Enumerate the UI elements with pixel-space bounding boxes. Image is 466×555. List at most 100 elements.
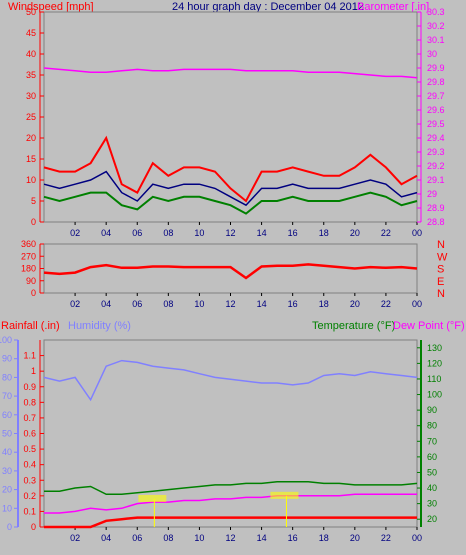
barometer-tick-label: 30 <box>427 49 437 59</box>
temperature-tick-label: 90 <box>427 405 437 415</box>
rain-tick-label: 0.9 <box>23 382 36 392</box>
windspeed-axis-title: Windspeed [mph] <box>8 1 94 13</box>
humidity-tick-label: 30 <box>2 466 12 476</box>
wind-y-tick-label: 30 <box>26 91 36 101</box>
wind-y-tick-label: 20 <box>26 133 36 143</box>
temperature-tick-label: 80 <box>427 421 437 431</box>
barometer-tick-label: 29.8 <box>427 77 445 87</box>
humidity-tick-label: 20 <box>2 485 12 495</box>
direction-y-tick-label: 270 <box>21 251 36 261</box>
compass-label: S <box>437 264 444 276</box>
rain-tick-label: 1.1 <box>23 351 36 361</box>
wind-y-tick-label: 15 <box>26 154 36 164</box>
direction-y-tick-label: 180 <box>21 264 36 274</box>
rain-tick-label: 0.7 <box>23 413 36 423</box>
wind-y-tick-label: 50 <box>26 7 36 17</box>
x-tick-label: 12 <box>225 228 235 238</box>
barometer-axis-title: Barometer [.in] <box>357 1 429 13</box>
temperature-tick-label: 60 <box>427 452 437 462</box>
x-tick-label: 18 <box>319 533 329 543</box>
wind-y-tick-label: 5 <box>31 196 36 206</box>
x-tick-label: 06 <box>132 533 142 543</box>
barometer-tick-label: 29.4 <box>427 133 445 143</box>
barometer-tick-label: 29 <box>427 189 437 199</box>
temperature-tick-label: 30 <box>427 499 437 509</box>
temperature-tick-label: 100 <box>427 390 442 400</box>
barometer-tick-label: 29.1 <box>427 175 445 185</box>
x-tick-label: 18 <box>319 228 329 238</box>
barometer-line <box>43 67 418 79</box>
humidity-tick-label: 80 <box>2 372 12 382</box>
x-tick-label: 16 <box>288 533 298 543</box>
x-tick-label: 16 <box>288 228 298 238</box>
x-tick-label: 00 <box>412 228 422 238</box>
compass-label: N <box>437 239 445 251</box>
x-tick-label: 12 <box>225 299 235 309</box>
humidity-tick-label: 90 <box>2 354 12 364</box>
wind-y-tick-label: 45 <box>26 28 36 38</box>
x-tick-label: 14 <box>257 533 267 543</box>
direction-y-tick-label: 90 <box>26 276 36 286</box>
min-marker-label <box>138 494 167 502</box>
wind-y-tick-label: 10 <box>26 175 36 185</box>
wind-y-tick-label: 25 <box>26 112 36 122</box>
x-tick-label: 20 <box>350 533 360 543</box>
temperature-tick-label: 110 <box>427 374 441 384</box>
barometer-tick-label: 29.6 <box>427 105 445 115</box>
x-tick-label: 04 <box>101 299 111 309</box>
compass-label: W <box>437 251 448 263</box>
temperature-tick-label: 70 <box>427 436 437 446</box>
x-tick-label: 22 <box>381 228 391 238</box>
x-tick-label: 06 <box>132 228 142 238</box>
x-tick-label: 22 <box>381 299 391 309</box>
wind-y-tick-label: 35 <box>26 70 36 80</box>
humidity-tick-label: 70 <box>2 391 12 401</box>
rain-tick-label: 0.3 <box>23 475 36 485</box>
x-tick-label: 08 <box>163 533 173 543</box>
rain-tick-label: 0.8 <box>23 397 36 407</box>
temperature-tick-label: 130 <box>427 343 442 353</box>
x-tick-label: 12 <box>225 533 235 543</box>
x-tick-label: 14 <box>257 228 267 238</box>
temperature-line <box>44 481 418 496</box>
x-tick-label: 08 <box>163 228 173 238</box>
rain-tick-label: 0.4 <box>23 460 36 470</box>
x-tick-label: 16 <box>288 299 298 309</box>
temperature-axis-title: Temperature (°F) <box>312 320 395 332</box>
x-tick-label: 06 <box>132 299 142 309</box>
rainfall-axis-title: Rainfall (.in) <box>1 320 60 332</box>
rain-tick-label: 0.6 <box>23 429 36 439</box>
barometer-tick-label: 30.1 <box>427 35 445 45</box>
barometer-tick-label: 29.2 <box>427 161 445 171</box>
rain-tick-label: 0.5 <box>23 444 36 454</box>
humidity-axis-title: Humidity (%) <box>68 320 131 332</box>
x-tick-label: 10 <box>194 299 204 309</box>
direction-y-tick-label: 360 <box>21 239 36 249</box>
rain-tick-label: 1 <box>31 366 36 376</box>
wind-direction-line <box>43 263 418 280</box>
max-marker-label <box>270 491 299 499</box>
humidity-tick-label: 100 <box>0 335 12 345</box>
barometer-tick-label: 30.2 <box>427 21 445 31</box>
rain-tick-label: 0.1 <box>23 506 36 516</box>
barometer-tick-label: 29.7 <box>427 91 445 101</box>
humidity-line <box>43 359 418 402</box>
graph-title: 24 hour graph day : December 04 2012 <box>172 1 364 13</box>
x-tick-label: 00 <box>412 299 422 309</box>
barometer-tick-label: 29.3 <box>427 147 445 157</box>
humidity-tick-label: 0 <box>7 522 12 532</box>
wind-average-line <box>43 170 418 207</box>
temperature-tick-label: 20 <box>427 514 437 524</box>
compass-label: N <box>437 288 445 300</box>
x-tick-label: 22 <box>381 533 391 543</box>
x-tick-label: 08 <box>163 299 173 309</box>
x-tick-label: 18 <box>319 299 329 309</box>
x-tick-label: 20 <box>350 299 360 309</box>
x-tick-label: 00 <box>412 533 422 543</box>
x-tick-label: 04 <box>101 228 111 238</box>
barometer-tick-label: 29.9 <box>427 63 445 73</box>
x-tick-label: 02 <box>70 228 80 238</box>
direction-y-tick-label: 0 <box>31 288 36 298</box>
x-tick-label: 10 <box>194 228 204 238</box>
windspeed-line <box>43 135 418 203</box>
